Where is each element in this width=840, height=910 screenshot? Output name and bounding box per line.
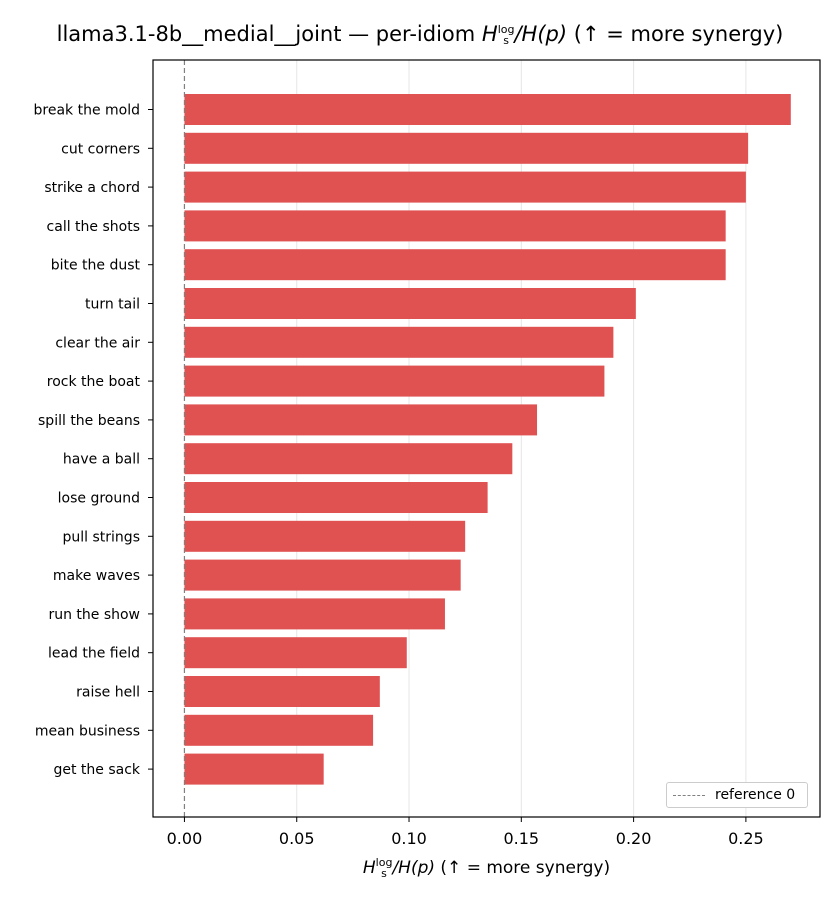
legend: reference 0 (666, 782, 808, 808)
bar (184, 94, 791, 125)
xlabel-metric-sub: s (381, 867, 387, 880)
y-tick-label: run the show (48, 607, 140, 623)
y-tick-label: have a ball (63, 452, 140, 468)
bar (184, 132, 749, 164)
bar (184, 365, 605, 397)
xlabel-metric-sup: log (375, 856, 393, 869)
bar (184, 520, 466, 552)
title-metric-sub: s (503, 34, 509, 47)
bar (184, 288, 636, 319)
y-tick-label: strike a chord (44, 180, 140, 196)
chart-title-suffix: (↑ = more synergy) (567, 22, 784, 46)
y-tick-label: make waves (53, 568, 140, 584)
y-tick-label: pull strings (63, 529, 140, 545)
x-tick-label: 0.25 (728, 829, 764, 848)
bar (184, 210, 726, 242)
bar (184, 559, 461, 591)
bar (184, 482, 488, 513)
bar (184, 637, 407, 669)
y-axis: break the mold cut corners strike a chord c… (34, 103, 153, 778)
xlabel-metric-rest: /H(p) (392, 858, 436, 878)
y-tick-label: break the mold (34, 103, 141, 119)
xlabel-metric-symbol: H (362, 858, 376, 878)
bar (184, 598, 445, 630)
y-tick-label: cut corners (61, 141, 140, 157)
y-tick-label: call the shots (47, 219, 140, 235)
bar (184, 326, 614, 358)
bar (184, 753, 324, 785)
x-tick-label: 0.20 (616, 829, 652, 848)
bar (184, 714, 374, 746)
y-tick-label: lose ground (58, 491, 140, 507)
x-tick-label: 0.00 (167, 829, 203, 848)
x-tick-label: 0.05 (279, 829, 315, 848)
chart-title-prefix: llama3.1-8b__medial__joint — per-idiom (56, 22, 482, 46)
legend-dashed-line-swatch (673, 795, 705, 796)
y-tick-label: raise hell (76, 685, 140, 701)
y-tick-label: get the sack (53, 762, 140, 778)
title-metric-sup: log (497, 23, 515, 36)
bar (184, 249, 726, 281)
bar (184, 171, 746, 203)
y-tick-label: rock the boat (47, 374, 141, 390)
x-axis-label-suffix: (↑ = more synergy) (435, 858, 611, 878)
x-tick-label: 0.15 (503, 829, 539, 848)
chart-title: llama3.1-8b__medial__joint — per-idiom H… (0, 22, 840, 46)
legend-label: reference 0 (715, 787, 796, 803)
y-tick-label: bite the dust (51, 258, 141, 274)
bar (184, 443, 513, 475)
title-metric-rest: /H(p) (514, 22, 568, 46)
x-tick-label: 0.10 (391, 829, 427, 848)
title-metric-symbol: H (481, 22, 498, 46)
x-axis: 0.00 0.05 0.10 0.15 0.20 0.25 (167, 817, 764, 848)
bars (184, 94, 791, 785)
y-tick-label: spill the beans (38, 413, 140, 429)
plot-frame (152, 59, 821, 818)
bar (184, 404, 538, 436)
y-tick-label: mean business (35, 723, 140, 739)
y-tick-label: lead the field (48, 646, 140, 662)
bar (184, 676, 380, 707)
y-tick-label: turn tail (85, 297, 140, 313)
y-tick-label: clear the air (55, 335, 140, 351)
